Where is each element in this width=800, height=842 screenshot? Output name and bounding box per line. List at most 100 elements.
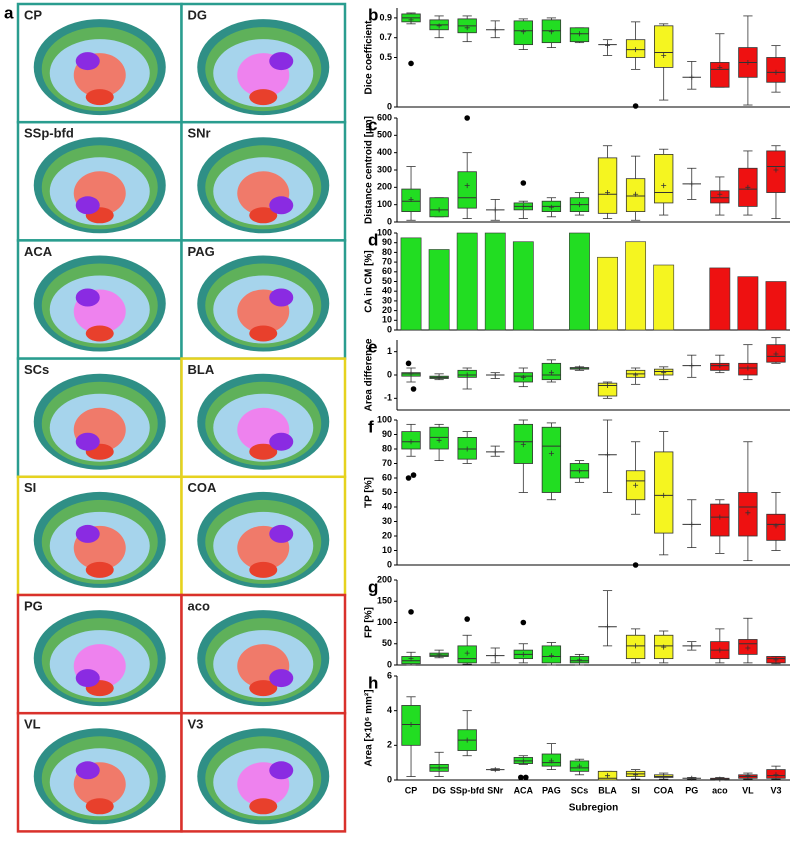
mean-marker bbox=[464, 446, 470, 452]
mean-marker bbox=[520, 374, 526, 380]
bar bbox=[456, 232, 478, 331]
panel-label: ACA bbox=[24, 244, 53, 259]
panel-label: DG bbox=[188, 7, 208, 22]
brain-midline bbox=[85, 89, 114, 106]
bar bbox=[709, 267, 731, 331]
mean-marker bbox=[576, 657, 582, 663]
mean-marker bbox=[745, 59, 751, 65]
x-tick-label: ACA bbox=[514, 785, 534, 795]
y-tick-label: 0 bbox=[387, 101, 392, 111]
mean-marker bbox=[745, 510, 751, 516]
y-tick-label: 60 bbox=[382, 472, 392, 482]
mean-marker bbox=[436, 765, 442, 771]
outlier bbox=[405, 475, 412, 481]
mean-marker bbox=[773, 523, 779, 529]
mean-marker bbox=[689, 74, 695, 80]
y-tick-label: 50 bbox=[382, 276, 392, 286]
bar bbox=[400, 237, 422, 331]
x-tick-label: CP bbox=[405, 785, 418, 795]
mean-marker bbox=[633, 772, 639, 778]
panel-label: VL bbox=[24, 717, 41, 732]
outlier bbox=[405, 360, 412, 367]
mean-marker bbox=[408, 17, 414, 23]
mean-marker bbox=[520, 758, 526, 764]
mean-marker bbox=[745, 773, 751, 779]
x-tick-label: PAG bbox=[542, 785, 561, 795]
x-axis-label: Subregion bbox=[569, 803, 618, 814]
mean-marker bbox=[576, 31, 582, 37]
brain-panel: SSp-bfd bbox=[16, 120, 183, 242]
y-tick-label: 0 bbox=[387, 216, 392, 226]
mean-marker bbox=[520, 29, 526, 35]
mean-marker bbox=[436, 652, 442, 658]
panel-letter: c bbox=[368, 115, 377, 134]
outlier bbox=[408, 60, 414, 67]
x-tick-label: SCs bbox=[571, 785, 589, 795]
brain-panel: ACA bbox=[16, 239, 183, 360]
y-axis-label: Area [×10⁶ mm²] bbox=[364, 689, 375, 766]
brain-midline bbox=[249, 89, 278, 106]
mean-marker bbox=[492, 449, 498, 455]
brain-midline bbox=[249, 561, 278, 578]
panel-letter: b bbox=[368, 5, 378, 24]
box bbox=[597, 157, 618, 214]
y-axis-label: FP [%] bbox=[364, 607, 375, 638]
box bbox=[654, 451, 674, 534]
bar bbox=[597, 256, 618, 331]
y-tick-label: 70 bbox=[382, 458, 392, 468]
panel-label: CP bbox=[24, 7, 42, 22]
y-tick-label: 20 bbox=[382, 305, 392, 315]
y-tick-label: 600 bbox=[377, 112, 392, 122]
outlier bbox=[408, 609, 414, 615]
mean-marker bbox=[436, 437, 442, 443]
mean-marker bbox=[492, 767, 498, 773]
y-tick-label: 30 bbox=[382, 295, 392, 305]
mean-marker bbox=[689, 363, 695, 369]
y-tick-label: 100 bbox=[377, 617, 392, 627]
mean-marker bbox=[605, 452, 611, 458]
brain-midline bbox=[249, 798, 278, 815]
y-tick-label: 200 bbox=[377, 182, 392, 192]
brain-panel: BLA bbox=[180, 357, 347, 479]
x-tick-label: COA bbox=[654, 785, 675, 795]
brain-panel: DG bbox=[180, 2, 347, 124]
brain-midline bbox=[249, 325, 278, 342]
mean-marker bbox=[689, 181, 695, 187]
mean-marker bbox=[605, 773, 611, 779]
highlight-region bbox=[269, 524, 294, 543]
bar bbox=[428, 249, 450, 331]
box bbox=[457, 171, 477, 209]
mean-marker bbox=[436, 23, 442, 29]
highlight-region bbox=[75, 288, 100, 307]
mean-marker bbox=[773, 69, 779, 75]
brain-panel: CP bbox=[16, 2, 183, 124]
bar bbox=[625, 241, 647, 331]
y-tick-label: 20 bbox=[382, 530, 392, 540]
mean-marker bbox=[745, 184, 751, 190]
panel-label: PAG bbox=[188, 244, 215, 259]
y-tick-label: 30 bbox=[382, 516, 392, 526]
y-axis-label: CA in CM [%] bbox=[364, 250, 375, 312]
y-tick-label: 0.5 bbox=[379, 52, 392, 62]
mean-marker bbox=[492, 653, 498, 659]
mean-marker bbox=[633, 372, 639, 378]
mean-marker bbox=[408, 656, 414, 662]
highlight-region bbox=[269, 669, 294, 688]
brain-panel: SI bbox=[16, 475, 183, 597]
mean-marker bbox=[689, 521, 695, 527]
box bbox=[710, 503, 730, 537]
mean-marker bbox=[773, 351, 779, 357]
y-tick-label: 90 bbox=[382, 429, 392, 439]
mean-marker bbox=[576, 468, 582, 474]
mean-marker bbox=[605, 43, 611, 49]
outlier bbox=[632, 103, 639, 109]
y-tick-label: 100 bbox=[377, 227, 392, 237]
y-tick-label: 40 bbox=[382, 286, 392, 296]
outlier bbox=[520, 619, 527, 626]
panel-letter: g bbox=[368, 577, 378, 596]
y-tick-label: 10 bbox=[382, 545, 392, 555]
mean-marker bbox=[520, 651, 526, 657]
y-tick-label: 0 bbox=[387, 659, 392, 669]
highlight-region bbox=[75, 52, 100, 71]
panel-label: aco bbox=[188, 598, 210, 613]
